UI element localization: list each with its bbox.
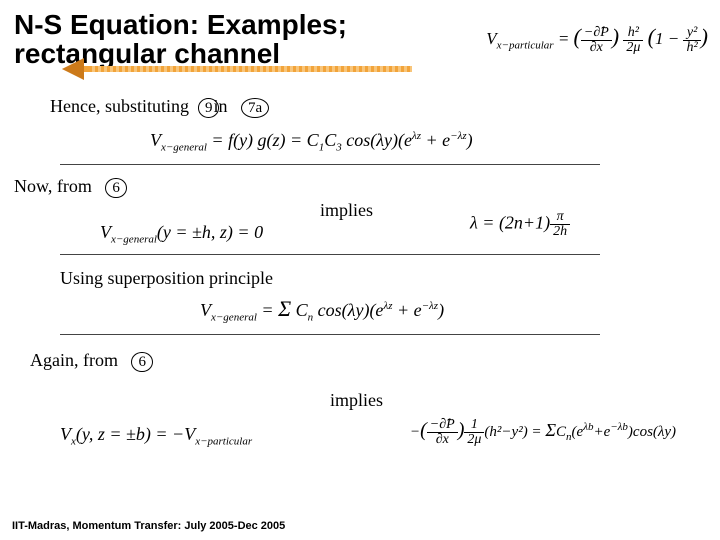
divider-1 [60, 164, 600, 165]
text-now-from: Now, from [14, 176, 92, 196]
ref-6a: 6 [105, 178, 127, 198]
text-again-from: Again, from [30, 350, 118, 370]
line-hence: Hence, substituting 9in 7a [50, 96, 269, 118]
eq-particular-top: Vx−particular = (−∂̂P∂x) h²2μ (1 − y²h²) [486, 24, 708, 55]
text-superposition: Using superposition principle [60, 268, 273, 289]
eq-bc-z: Vx(y, z = ±b) = −Vx−particular [60, 424, 252, 448]
ref-6b: 6 [131, 352, 153, 372]
divider-3 [60, 334, 600, 335]
line-again-from: Again, from 6 [30, 350, 153, 372]
text-implies-1: implies [320, 200, 373, 221]
line-now-from: Now, from 6 [14, 176, 127, 198]
title-arrow-decoration [62, 58, 412, 80]
text-in: in [213, 96, 227, 116]
ref-7a: 7a [241, 98, 269, 118]
eq-general-sum: Vx−general = Σ Cn cos(λy)(eλz + e−λz) [200, 296, 444, 324]
title-line1: N-S Equation: Examples; [14, 9, 347, 40]
eq-bc-y: Vx−general(y = ±h, z) = 0 [100, 222, 263, 246]
footer-text: IIT-Madras, Momentum Transfer: July 2005… [12, 520, 285, 532]
text-implies-2: implies [330, 390, 383, 411]
text-hence: Hence, substituting [50, 96, 189, 116]
eq-lambda: λ = (2n+1)π2h [470, 210, 570, 239]
eq-general-1: Vx−general = f(y) g(z) = C1C3 cos(λy)(eλ… [150, 130, 473, 154]
eq-final: −(−∂̂P∂x)12μ(h²−y²) = ΣCn(eλb+e−λb)cos(λ… [410, 418, 676, 447]
divider-2 [60, 254, 600, 255]
